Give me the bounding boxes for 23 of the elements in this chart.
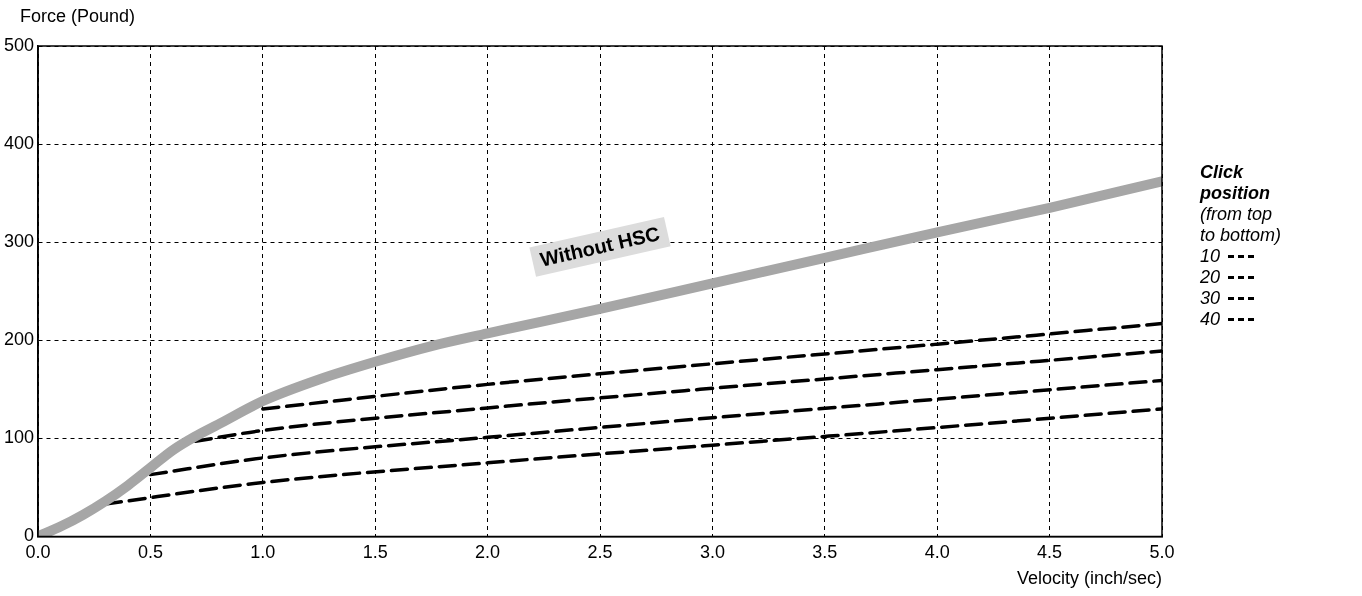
legend-title: Click position (from top to bottom) (1200, 162, 1283, 246)
legend-label: 10 (1200, 246, 1221, 267)
x-tick-label: 2.5 (587, 542, 613, 563)
x-tick-label: 0.5 (137, 542, 163, 563)
x-tick-label: 5.0 (1149, 542, 1175, 563)
y-axis-title: Force (Pound) (20, 6, 136, 27)
y-tick-label: 200 (3, 329, 35, 350)
x-tick-label: 3.5 (812, 542, 838, 563)
x-tick-label: 4.0 (924, 542, 950, 563)
y-tick-label: 400 (3, 133, 35, 154)
y-tick-label: 500 (3, 34, 35, 55)
legend-label: 40 (1200, 309, 1221, 330)
y-tick-label: 300 (3, 231, 35, 252)
y-tick-label: 100 (3, 427, 35, 448)
legend-label: 20 (1200, 267, 1221, 288)
x-tick-label: 3.0 (699, 542, 725, 563)
x-tick-label: 2.0 (475, 542, 501, 563)
x-tick-label: 4.5 (1037, 542, 1063, 563)
text: Without HSC (538, 222, 662, 271)
x-tick-label: 1.0 (250, 542, 276, 563)
x-tick-label: 1.5 (362, 542, 388, 563)
legend-label: 30 (1200, 288, 1221, 309)
x-axis-title: Velocity (inch/sec) (1016, 568, 1162, 589)
